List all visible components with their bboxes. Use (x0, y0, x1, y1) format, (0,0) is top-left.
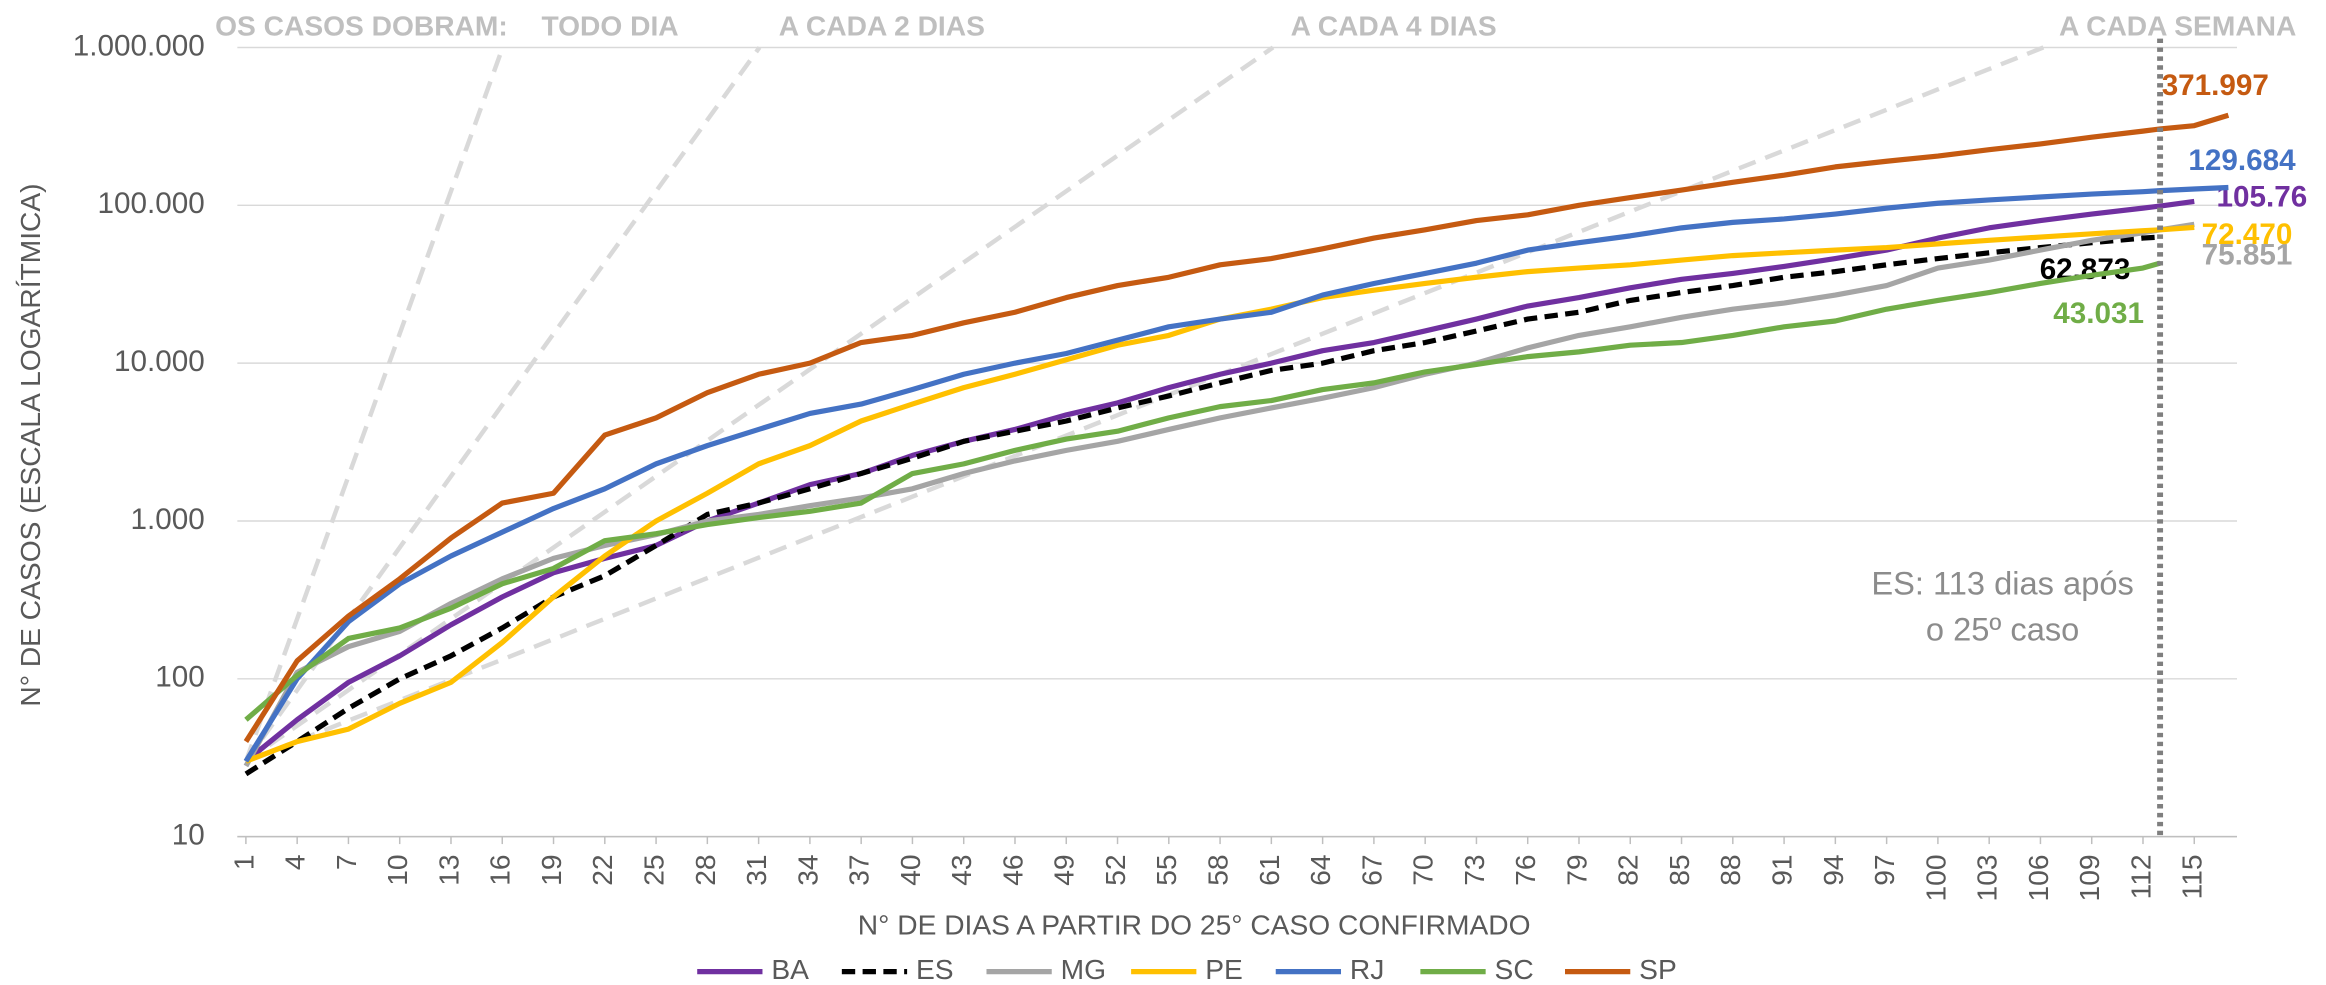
x-tick-label: 103 (1971, 854, 2003, 901)
y-axis-title: N° DE CASOS (ESCALA LOGARÍTMICA) (14, 183, 46, 706)
x-tick-label: 37 (843, 854, 875, 885)
x-tick-label: 85 (1663, 854, 1695, 885)
reference-line (245, 45, 2045, 764)
x-tick-label: 49 (1048, 854, 1080, 885)
reference-title: OS CASOS DOBRAM: (215, 10, 508, 42)
x-tick-label: 25 (638, 854, 670, 885)
x-tick-label: 97 (1868, 854, 1900, 885)
annotation: ES: 113 dias após (1871, 565, 2133, 602)
y-tick-label: 1.000.000 (73, 29, 205, 62)
y-tick-label: 100.000 (98, 187, 205, 220)
x-tick-label: 10 (381, 854, 413, 885)
reference-line (243, 46, 505, 763)
x-tick-label: 94 (1817, 854, 1849, 885)
end-label: 72.470 (2202, 218, 2293, 251)
end-label: 105.76 (2217, 180, 2308, 213)
x-tick-label: 79 (1560, 854, 1592, 885)
x-tick-label: 31 (740, 854, 772, 885)
x-tick-label: 115 (2176, 854, 2208, 899)
x-tick-label: 43 (945, 854, 977, 885)
x-tick-label: 52 (1099, 854, 1131, 885)
x-tick-label: 1 (227, 854, 259, 870)
legend-label: SP (1639, 953, 1677, 985)
series-line (244, 234, 2161, 777)
x-tick-label: 70 (1407, 854, 1439, 885)
x-tick-label: 112 (2124, 854, 2156, 899)
x-tick-label: 7 (330, 854, 362, 870)
reference-label: A CADA 4 DIAS (1291, 10, 1497, 42)
y-tick-label: 10.000 (114, 345, 205, 378)
x-tick-label: 22 (586, 854, 618, 885)
end-label: 75.851 (2202, 239, 2293, 272)
series-line (243, 184, 2229, 763)
legend-label: RJ (1350, 953, 1384, 985)
x-tick-label: 46 (996, 854, 1028, 885)
x-tick-label: 61 (1253, 854, 1285, 885)
reference-label: A CADA 2 DIAS (779, 10, 985, 42)
x-tick-label: 91 (1766, 854, 1798, 885)
x-tick-label: 67 (1355, 854, 1387, 885)
x-tick-label: 55 (1150, 854, 1182, 885)
x-tick-label: 100 (1919, 854, 1951, 901)
x-tick-label: 58 (1202, 854, 1234, 885)
series-line (243, 112, 2230, 743)
legend-label: MG (1061, 953, 1106, 985)
x-tick-label: 28 (689, 854, 721, 885)
end-label: 43.031 (2053, 297, 2144, 330)
x-tick-label: 73 (1458, 854, 1490, 885)
x-tick-label: 34 (791, 854, 823, 885)
x-tick-label: 40 (894, 854, 926, 885)
legend-label: BA (771, 953, 809, 985)
reference-label: A CADA SEMANA (2059, 10, 2296, 42)
y-tick-label: 10 (172, 818, 205, 851)
x-tick-label: 13 (432, 854, 464, 885)
x-axis-title: N° DE DIAS A PARTIR DO 25° CASO CONFIRMA… (858, 909, 1531, 941)
legend-label: PE (1205, 953, 1243, 985)
series-line (244, 260, 2161, 722)
reference-label: TODO DIA (541, 10, 678, 42)
x-tick-label: 16 (484, 854, 516, 885)
x-tick-label: 82 (1612, 854, 1644, 885)
legend-label: SC (1495, 953, 1534, 985)
x-tick-label: 4 (279, 854, 311, 870)
x-tick-label: 109 (2073, 854, 2105, 901)
x-tick-label: 19 (535, 854, 567, 885)
end-label: 129.684 (2188, 144, 2296, 177)
x-tick-label: 64 (1304, 854, 1336, 885)
x-tick-label: 76 (1509, 854, 1541, 885)
end-label: 371.997 (2162, 69, 2269, 102)
annotation: o 25º caso (1926, 611, 2079, 648)
y-tick-label: 100 (155, 661, 204, 694)
legend-label: ES (916, 953, 954, 985)
y-tick-label: 1.000 (130, 503, 204, 536)
x-tick-label: 106 (2022, 854, 2054, 901)
x-tick-label: 88 (1714, 854, 1746, 885)
series-line (244, 198, 2195, 764)
